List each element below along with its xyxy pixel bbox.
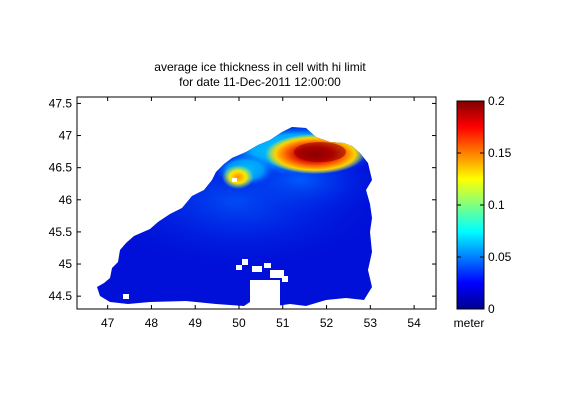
colorbar-ticks: 0 0.05 0.1 0.15 0.2 <box>457 94 512 316</box>
title-line-1: average ice thickness in cell with hi li… <box>154 60 366 74</box>
colorbar-tick-label: 0.2 <box>488 94 505 108</box>
x-tick-label: 51 <box>276 316 290 330</box>
x-tick-label: 54 <box>407 316 421 330</box>
colorbar-label: meter <box>454 316 485 330</box>
x-tick-label: 47 <box>101 316 115 330</box>
y-tick-label: 45.5 <box>49 225 73 239</box>
colorbar-tick-label: 0 <box>488 302 495 316</box>
y-tick-label: 46.5 <box>49 161 73 175</box>
colorbar-gradient <box>456 100 485 310</box>
y-tick-label: 47.5 <box>49 96 73 110</box>
x-tick-label: 52 <box>320 316 334 330</box>
colorbar-tick-label: 0.1 <box>488 198 505 212</box>
colorbar-tick-label: 0.05 <box>488 250 512 264</box>
x-tick-label: 48 <box>145 316 159 330</box>
y-axis-ticks: 44.5 45 45.5 46 46.5 47 47.5 <box>49 96 436 303</box>
x-tick-label: 50 <box>232 316 246 330</box>
colorbar: 0 0.05 0.1 0.15 0.2 meter <box>454 94 512 330</box>
y-tick-label: 47 <box>59 129 73 143</box>
x-tick-label: 49 <box>189 316 203 330</box>
x-tick-label: 53 <box>364 316 378 330</box>
y-tick-label: 44.5 <box>49 289 73 303</box>
y-tick-label: 46 <box>59 193 73 207</box>
x-axis-ticks: 47 48 49 50 51 52 53 54 <box>101 97 421 330</box>
y-tick-label: 45 <box>59 257 73 271</box>
land-patches <box>123 178 288 306</box>
chart-title: average ice thickness in cell with hi li… <box>154 60 366 89</box>
title-line-2: for date 11-Dec-2011 12:00:00 <box>179 75 341 89</box>
colorbar-tick-label: 0.15 <box>488 146 512 160</box>
axes-frame <box>76 96 437 310</box>
plot-area: 47 48 49 50 51 52 53 54 44.5 45 45.5 46 46.5 47 47.5 <box>49 96 437 330</box>
